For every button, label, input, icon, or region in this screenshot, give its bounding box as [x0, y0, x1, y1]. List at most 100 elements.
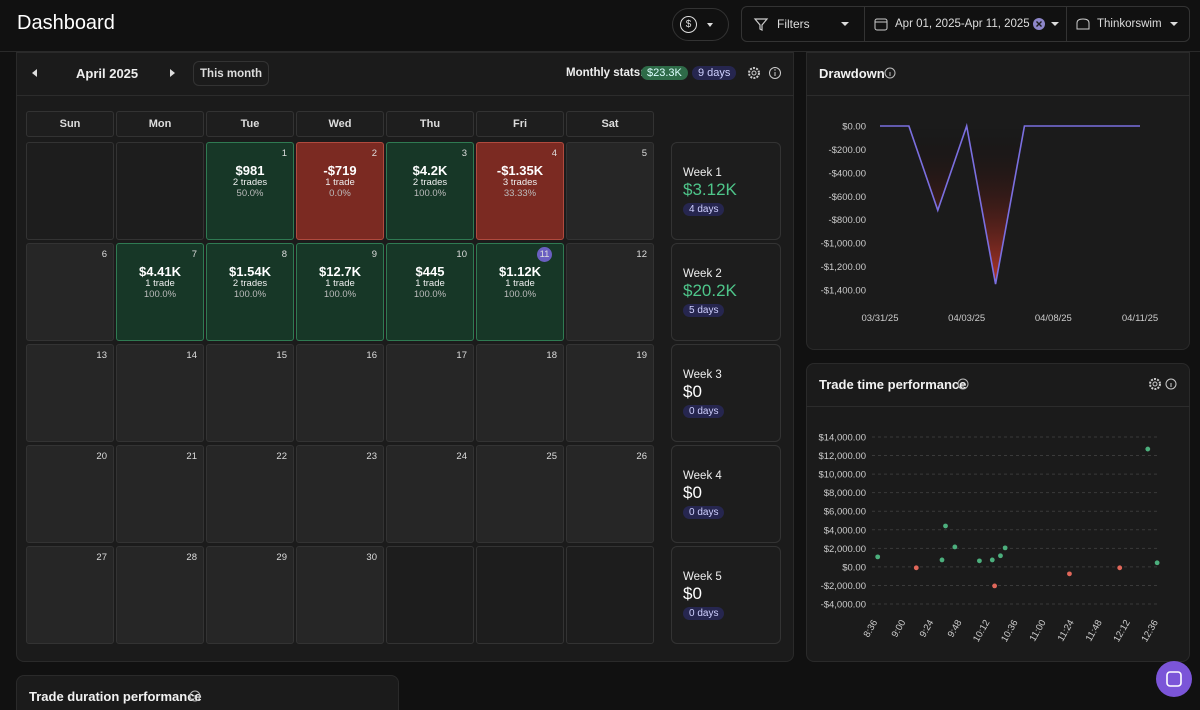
week-days: 5 days: [683, 304, 725, 317]
day-cell: [566, 243, 654, 341]
week-days: 4 days: [683, 203, 725, 216]
next-month[interactable]: [166, 67, 178, 79]
chart-settings[interactable]: [1148, 377, 1182, 391]
caret: [841, 22, 849, 26]
divider: [1066, 6, 1067, 42]
day-cell: [296, 344, 384, 442]
day-number: 15: [276, 350, 287, 361]
account-label: Thinkorswim: [1097, 18, 1162, 30]
account-select[interactable]: Thinkorswim: [1066, 6, 1190, 42]
info-icon: [884, 67, 896, 79]
day-pnl: -$719: [323, 163, 357, 178]
separator: [16, 95, 794, 96]
day-cell: [296, 546, 384, 644]
day-trades: 1 trade: [325, 177, 355, 188]
day-number: 13: [96, 350, 107, 361]
panel-title: Trade duration performance: [29, 689, 202, 704]
day-trades: 1 trade: [505, 278, 535, 289]
filters-button[interactable]: Filters: [741, 6, 864, 42]
day-number: 17: [456, 350, 467, 361]
day-trades: 1 trade: [145, 278, 175, 289]
week-card: [671, 344, 781, 442]
day-number: 21: [186, 451, 197, 462]
weekday: Sat: [566, 111, 654, 137]
week-days: 0 days: [683, 405, 725, 418]
chat-button[interactable]: [1156, 661, 1192, 697]
day-cell: [206, 546, 294, 644]
duration-panel: [16, 675, 399, 710]
caret: [707, 22, 713, 27]
week-label: Week 4: [683, 470, 722, 482]
day-number: 28: [186, 552, 197, 563]
calendar-icons[interactable]: [747, 65, 787, 81]
weekday: Tue: [206, 111, 294, 137]
day-trades: 2 trades: [232, 177, 268, 188]
separator: [806, 406, 1190, 407]
this-month-button[interactable]: This month: [193, 61, 269, 86]
day-number: 27: [96, 552, 107, 563]
week-pnl: $20.2K: [683, 281, 737, 300]
day-cell: [386, 546, 474, 644]
day-trades: 3 trades: [502, 177, 538, 188]
day-number: 30: [366, 552, 377, 563]
day-number: 12: [636, 249, 647, 260]
day-number: 1: [281, 148, 287, 159]
week-pnl: $0: [683, 382, 702, 401]
header: [0, 0, 1200, 52]
day-pnl: $445: [415, 264, 445, 279]
clear-caret: [1032, 18, 1059, 30]
day-number: 4: [551, 148, 557, 159]
day-trades: 1 trade: [415, 278, 445, 289]
divider: [864, 6, 865, 42]
day-number: 22: [276, 451, 287, 462]
weekday: Thu: [386, 111, 474, 137]
caret: [1170, 22, 1178, 26]
account-icon: [1076, 18, 1090, 30]
week-card: [671, 445, 781, 543]
week-pnl: $0: [683, 483, 702, 502]
week-label: Week 2: [683, 268, 722, 280]
day-number: 7: [191, 249, 197, 260]
drawdown-panel: [806, 52, 1190, 350]
week-label: Week 3: [683, 369, 722, 381]
day-trades: 2 trades: [412, 177, 448, 188]
day-number: 9: [371, 249, 377, 260]
day-winrate: 100.0%: [413, 188, 447, 199]
prev-month[interactable]: [29, 67, 41, 79]
day-number: 29: [276, 552, 287, 563]
stats-pnl: $23.3K: [641, 66, 688, 80]
day-pnl: $981: [235, 163, 265, 178]
day-number: 14: [186, 350, 197, 361]
day-number: 25: [546, 451, 557, 462]
day-winrate: 0.0%: [329, 188, 351, 199]
day-pnl: $12.7K: [319, 264, 361, 279]
day-cell: [26, 243, 114, 341]
day-winrate: 100.0%: [413, 289, 447, 300]
day-number: 16: [366, 350, 377, 361]
month-label: April 2025: [76, 66, 139, 81]
day-cell: [206, 344, 294, 442]
week-card: [671, 243, 781, 341]
week-pnl: $3.12K: [683, 180, 737, 199]
currency-select[interactable]: $: [672, 8, 729, 41]
calendar-icon: [874, 18, 888, 31]
day-cell: [386, 243, 474, 341]
day-number: 6: [101, 249, 107, 260]
separator: [806, 95, 1190, 96]
date-range[interactable]: Apr 01, 2025-Apr 11, 2025: [864, 6, 1066, 42]
day-winrate: 33.33%: [503, 188, 537, 199]
week-card: [671, 142, 781, 240]
day-cell: [26, 546, 114, 644]
day-pnl: $4.41K: [139, 264, 181, 279]
panel-title: Trade time performance: [819, 377, 967, 392]
weekday: Mon: [116, 111, 204, 137]
day-cell: [296, 445, 384, 543]
day-cell: [116, 445, 204, 543]
page-title: Dashboard: [17, 12, 115, 34]
day-number: 5: [641, 148, 647, 159]
day-pnl: $1.54K: [229, 264, 271, 279]
day-number: 19: [636, 350, 647, 361]
day-cell: [386, 445, 474, 543]
day-cell: [116, 243, 204, 341]
